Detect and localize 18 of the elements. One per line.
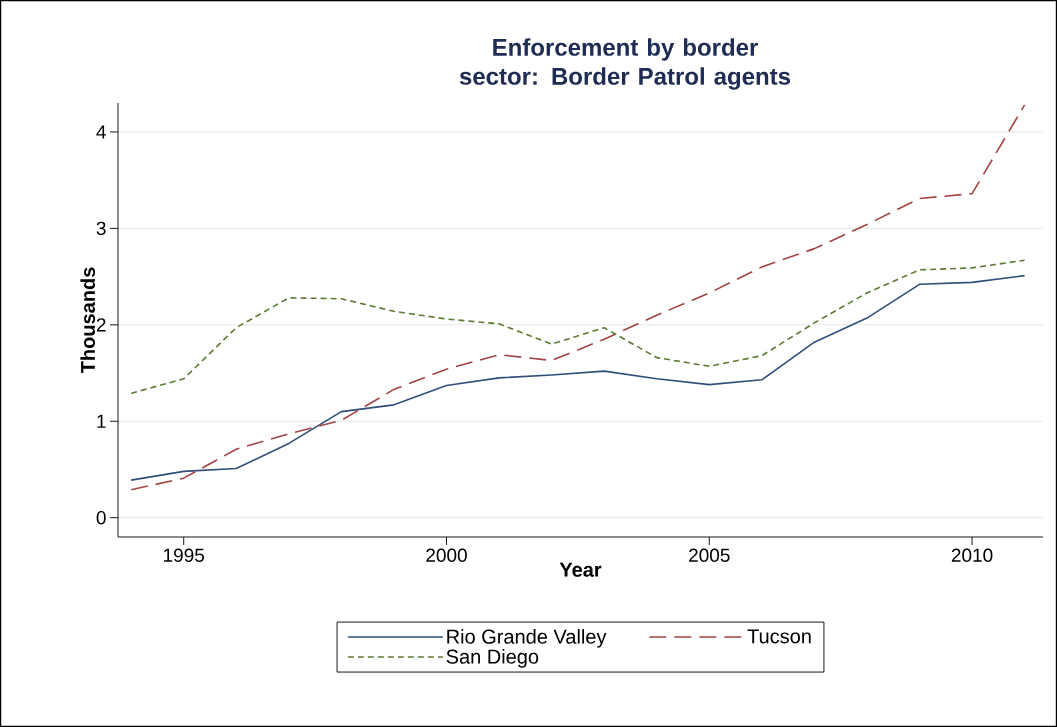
x-tick-label: 2010 [951, 548, 993, 562]
legend-label: San Diego [446, 649, 539, 668]
legend-label: Rio Grande Valley [447, 629, 607, 648]
y-tick-label: 0 [96, 510, 106, 525]
legend-label: Tucson [747, 629, 811, 644]
y-tick-label: 4 [96, 125, 106, 139]
chart-title: Enforcement by border sector: Border Patrol agents [459, 38, 791, 90]
x-axis-title: Year [559, 562, 602, 577]
x-tick-label: 1995 [164, 548, 205, 562]
y-tick-label: 3 [96, 221, 106, 236]
line-series [130, 274, 1026, 481]
x-tick-label: 2000 [426, 548, 467, 562]
line-series [130, 259, 1026, 395]
y-tick-label: 1 [97, 414, 106, 428]
y-tick-label: 2 [96, 318, 106, 332]
y-axis-title: Thousands [80, 267, 96, 374]
line-series [130, 104, 1026, 491]
x-tick-label: 2005 [689, 548, 730, 562]
